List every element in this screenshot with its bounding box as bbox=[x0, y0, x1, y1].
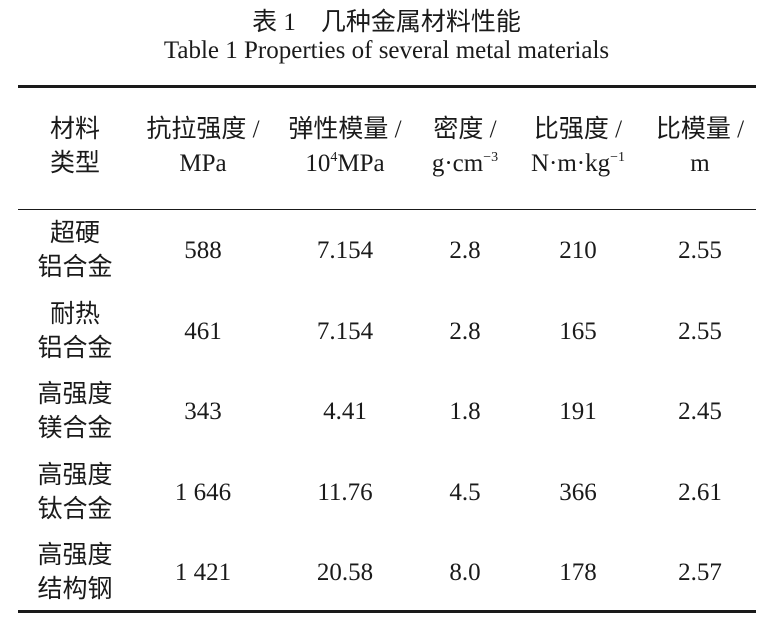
material-type-line2: 钛合金 bbox=[37, 495, 113, 523]
table-cell-spec_strength: 366 bbox=[559, 478, 597, 506]
header-cell: 比强度 / N·m·kg−1 bbox=[531, 113, 625, 181]
header-line2: MPa bbox=[337, 150, 385, 177]
header-line1: 比强度 / bbox=[533, 116, 623, 143]
header-line1: 抗拉强度 / bbox=[146, 116, 260, 143]
table-cell-modulus: 4.41 bbox=[323, 398, 367, 425]
table-cell-density: 2.8 bbox=[449, 317, 481, 345]
table-cell-tensile: 461 bbox=[184, 317, 222, 345]
row-type-cell: 高强度 镁合金 bbox=[37, 378, 112, 446]
header-cell: 弹性模量 / 104MPa bbox=[288, 113, 401, 181]
header-cell: 比模量 / m bbox=[656, 113, 744, 181]
material-type-line2: 铝合金 bbox=[37, 254, 113, 281]
header-line1: 密度 / bbox=[433, 116, 497, 143]
table-cell-spec_modulus: 2.55 bbox=[678, 317, 722, 345]
table-cell-density: 8.0 bbox=[449, 559, 481, 586]
material-type-line1: 耐热 bbox=[49, 300, 101, 328]
material-type-line1: 高强度 bbox=[37, 461, 113, 489]
table-cell-spec_modulus: 2.45 bbox=[678, 398, 722, 425]
table-caption-cn: 表 1 几种金属材料性能 bbox=[252, 9, 521, 36]
material-type-line2: 结构钢 bbox=[37, 576, 113, 603]
table-cell-modulus: 7.154 bbox=[316, 237, 374, 264]
table-cell-tensile: 1 421 bbox=[174, 559, 232, 586]
header-cell: 密度 / g·cm−3 bbox=[432, 113, 498, 181]
table-cell-spec_strength: 191 bbox=[559, 398, 597, 425]
material-type-line1: 高强度 bbox=[37, 381, 113, 408]
table-cell-spec_modulus: 2.57 bbox=[678, 559, 722, 586]
header-line2: N·m·kg bbox=[530, 150, 611, 177]
header-line1: 材料 bbox=[49, 116, 101, 143]
table-cell-modulus: 20.58 bbox=[316, 559, 374, 586]
table-cell-density: 2.8 bbox=[449, 237, 481, 264]
row-type-cell: 高强度 结构钢 bbox=[37, 539, 112, 607]
header-line1: 比模量 / bbox=[655, 116, 745, 143]
row-type-cell: 耐热 铝合金 bbox=[37, 298, 112, 366]
table-cell-spec_strength: 210 bbox=[559, 237, 597, 264]
table-cell-spec_strength: 165 bbox=[559, 317, 597, 345]
table-cell-density: 1.8 bbox=[449, 398, 481, 425]
table-cell-spec_modulus: 2.55 bbox=[678, 237, 722, 264]
table-cell-spec_strength: 178 bbox=[559, 559, 597, 586]
header-line1: 弹性模量 / bbox=[288, 116, 402, 143]
header-line2: MPa bbox=[179, 150, 227, 177]
table-cell-tensile: 343 bbox=[184, 398, 222, 425]
header-prefix: 10 bbox=[305, 150, 331, 177]
header-cell: 抗拉强度 / MPa bbox=[146, 113, 259, 181]
row-type-cell: 超硬 铝合金 bbox=[37, 217, 112, 285]
table-cell-tensile: 1 646 bbox=[174, 478, 232, 506]
bottom-rule bbox=[18, 610, 756, 613]
table-cell-spec_modulus: 2.61 bbox=[678, 478, 722, 506]
header-superscript: 4 bbox=[330, 150, 338, 165]
header-line2: m bbox=[690, 150, 710, 177]
material-type-line2: 镁合金 bbox=[37, 415, 113, 442]
row-type-cell: 高强度 钛合金 bbox=[37, 459, 112, 527]
header-rule bbox=[18, 209, 756, 210]
header-superscript: −1 bbox=[610, 150, 626, 165]
header-line2: 类型 bbox=[49, 150, 101, 177]
table-cell-modulus: 7.154 bbox=[316, 317, 374, 345]
header-line2: g·cm bbox=[431, 150, 484, 177]
header-superscript: −3 bbox=[483, 150, 499, 165]
top-rule bbox=[18, 85, 756, 88]
header-cell: 材料 类型 bbox=[50, 113, 100, 181]
table-cell-tensile: 588 bbox=[184, 237, 222, 264]
material-type-line1: 高强度 bbox=[37, 542, 113, 569]
material-type-line2: 铝合金 bbox=[37, 334, 113, 362]
table-cell-modulus: 11.76 bbox=[317, 478, 373, 506]
table-cell-density: 4.5 bbox=[449, 478, 481, 506]
table-caption-en: Table 1 Properties of several metal mate… bbox=[163, 37, 610, 64]
material-type-line1: 超硬 bbox=[49, 220, 101, 247]
